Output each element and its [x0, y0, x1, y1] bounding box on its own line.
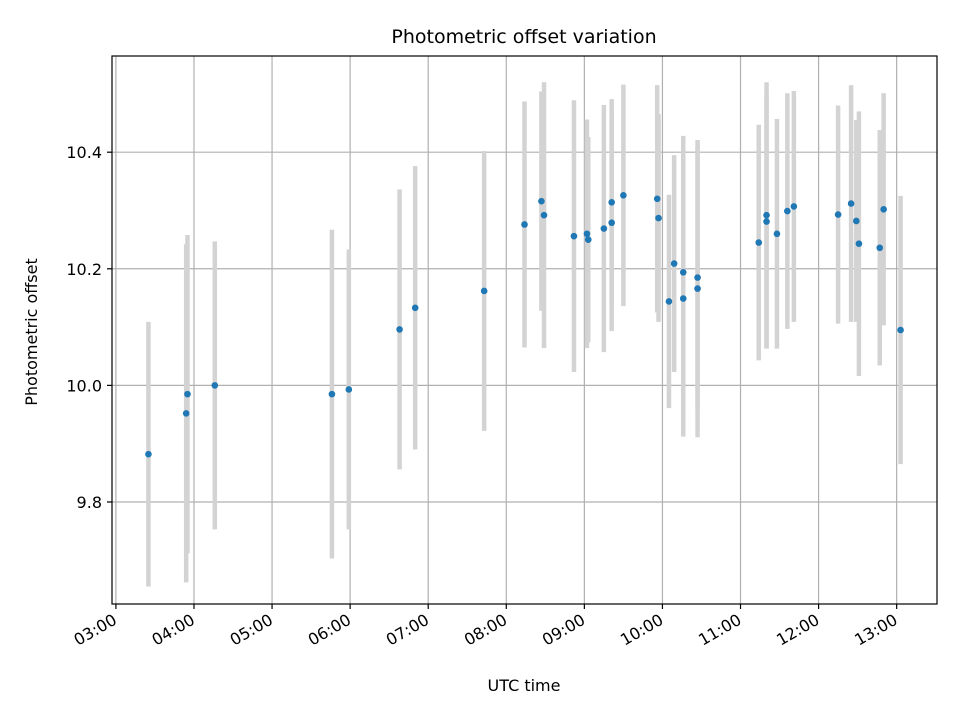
data-point	[145, 450, 152, 458]
data-point	[876, 244, 884, 252]
y-tick-label: 9.8	[77, 493, 102, 512]
data-point	[763, 211, 770, 219]
data-point	[790, 203, 798, 210]
data-point	[608, 199, 615, 206]
data-point	[211, 382, 219, 389]
y-axis-ticks: 9.8 10.0 10.2 10.4	[66, 143, 112, 512]
data-point	[411, 304, 419, 312]
data-point	[855, 240, 863, 248]
y-tick-label: 10.4	[66, 143, 102, 162]
chart-title: Photometric offset variation	[391, 26, 656, 48]
data-point	[608, 219, 615, 227]
data-point	[538, 197, 545, 205]
data-point	[834, 211, 842, 218]
data-point	[396, 326, 403, 333]
data-point	[665, 298, 673, 305]
plot-area-frame	[111, 55, 938, 605]
data-point	[773, 230, 781, 238]
data-points	[145, 192, 904, 458]
data-point	[784, 207, 791, 215]
y-tick-label: 10.2	[66, 260, 102, 279]
data-point	[679, 295, 687, 302]
data-point	[600, 225, 608, 232]
data-point	[694, 274, 701, 281]
y-axis-label: Photometric offset	[22, 258, 41, 406]
x-axis-label: UTC time	[488, 676, 561, 695]
data-point	[480, 287, 488, 295]
data-point	[880, 206, 887, 213]
data-point	[694, 285, 701, 292]
data-point	[521, 221, 528, 228]
data-point	[184, 390, 191, 398]
data-point	[540, 211, 548, 219]
data-point	[670, 260, 678, 267]
data-point	[345, 386, 353, 393]
data-point	[853, 217, 860, 225]
data-point	[847, 200, 855, 207]
data-point	[655, 214, 662, 222]
data-point	[897, 326, 904, 334]
data-point	[755, 239, 763, 246]
y-tick-label: 10.0	[66, 376, 102, 395]
data-point	[182, 410, 190, 417]
data-point	[584, 236, 592, 243]
data-point	[583, 230, 591, 238]
data-point	[328, 390, 336, 398]
data-point	[620, 192, 627, 199]
data-point	[679, 268, 687, 276]
data-point	[763, 218, 770, 225]
data-point	[653, 195, 661, 203]
data-point	[570, 232, 578, 240]
